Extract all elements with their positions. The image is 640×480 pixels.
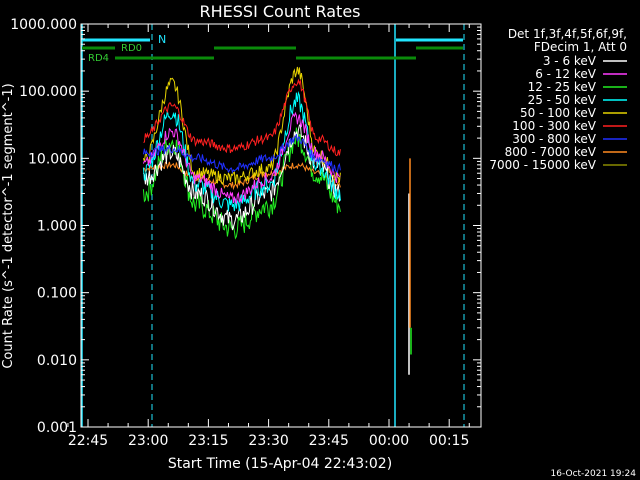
axes: 0.001 0.010 0.100 1.000 10.000 100.000 1000.00… — [10, 17, 482, 449]
x-tick-label: 22:45 — [68, 433, 108, 449]
y-axis-label: Count Rate (s^-1 detector^-1 segment^-1) — [1, 83, 16, 368]
n-marker-label: N — [158, 33, 166, 46]
x-tick-label: 23:15 — [188, 433, 228, 449]
series-line — [142, 111, 341, 205]
legend-entry-label: 25 - 50 keV — [528, 93, 597, 107]
legend: Det 1f,3f,4f,5f,6f,9f,FDecim 1, Att 03 -… — [489, 27, 627, 172]
series-line — [142, 66, 341, 186]
x-tick-label: 00:00 — [369, 433, 409, 449]
legend-entry-label: 50 - 100 keV — [520, 106, 597, 120]
x-tick-label: 00:15 — [429, 433, 469, 449]
footer-timestamp: 16-Oct-2021 19:24 — [551, 469, 637, 479]
legend-entry-label: 300 - 800 keV — [512, 132, 596, 146]
legend-header: Det 1f,3f,4f,5f,6f,9f, — [508, 27, 627, 41]
series-line — [143, 161, 341, 191]
plot-frame — [80, 23, 482, 428]
series-line — [143, 78, 341, 157]
legend-entry-label: 100 - 300 keV — [512, 119, 596, 133]
y-tick-label: 1000.000 — [10, 17, 77, 33]
legend-entry-label: 3 - 6 keV — [543, 54, 597, 68]
series-line — [142, 123, 341, 231]
y-tick-label: 0.100 — [37, 286, 77, 302]
x-tick-label: 23:45 — [309, 433, 349, 449]
legend-entry-label: 7000 - 15000 keV — [489, 158, 596, 172]
x-axis-label: Start Time (15-Apr-04 22:43:02) — [168, 456, 392, 472]
legend-header: FDecim 1, Att 0 — [534, 40, 627, 54]
chart-title: RHESSI Count Rates — [200, 2, 361, 21]
legend-entry-label: 6 - 12 keV — [535, 67, 597, 81]
y-tick-label: 1.000 — [37, 219, 77, 235]
x-tick-label: 23:00 — [128, 433, 168, 449]
legend-entry-label: 800 - 7000 keV — [505, 145, 597, 159]
x-tick-label: 23:30 — [248, 433, 288, 449]
y-tick-label: 100.000 — [19, 84, 77, 100]
y-tick-label: 0.001 — [37, 420, 77, 436]
series-line — [142, 127, 341, 240]
rd0-label: RD0 — [121, 43, 142, 54]
legend-entry-label: 12 - 25 keV — [528, 80, 597, 94]
rd4-label: RD4 — [88, 53, 109, 64]
y-tick-label: 10.000 — [28, 151, 77, 167]
plot-area: N RD0 RD4 — [81, 24, 465, 427]
series-line — [142, 134, 341, 174]
y-tick-label: 0.010 — [37, 353, 77, 369]
